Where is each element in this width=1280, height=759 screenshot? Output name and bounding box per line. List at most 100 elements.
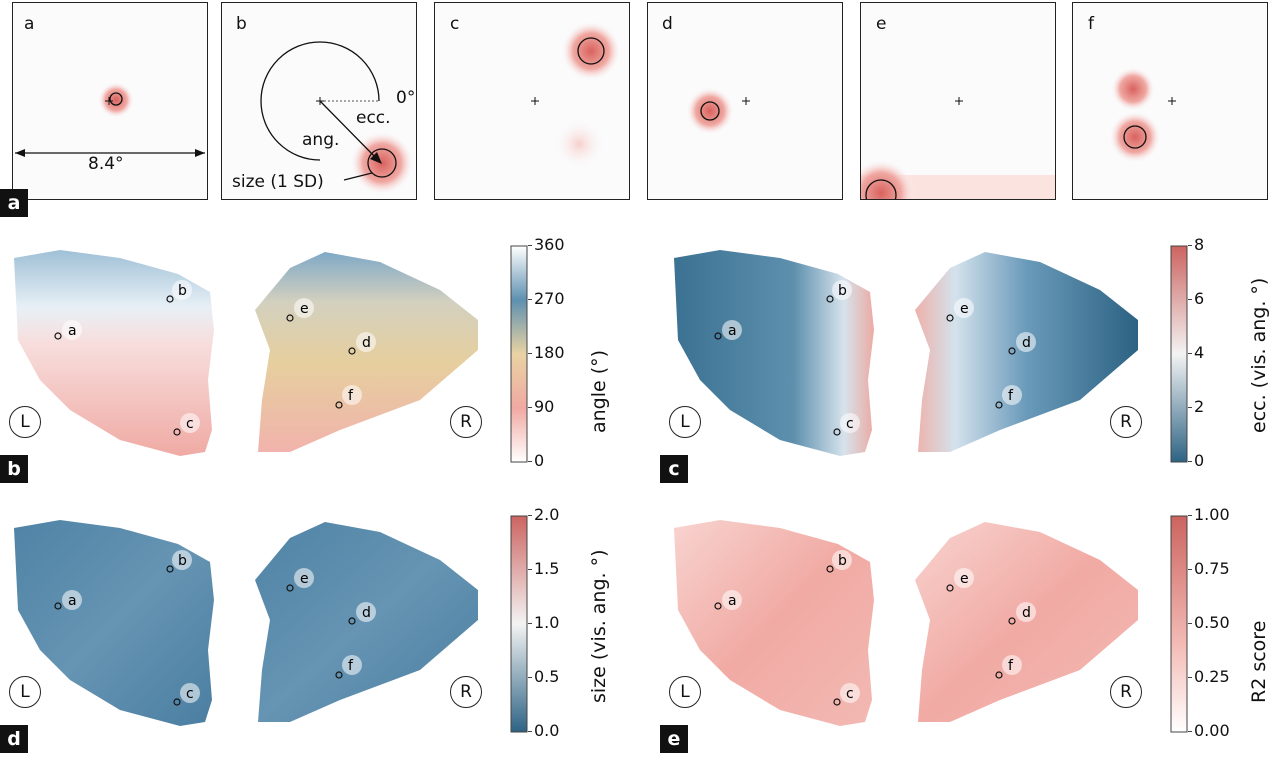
- marker-label-f: f: [348, 658, 354, 674]
- marker-point-c: [833, 428, 841, 436]
- marker-point-e: [286, 584, 294, 592]
- colorbar-title: ecc. (vis. ang. °): [1248, 277, 1270, 433]
- rf-panel-b: [221, 2, 417, 200]
- colorbar-tick: 8: [1194, 235, 1205, 254]
- rf-circle: [367, 148, 397, 178]
- colorbar-c: [1170, 245, 1188, 463]
- marker-point-c: [833, 698, 841, 706]
- panel-label-d: d: [0, 725, 28, 753]
- marker-label-b: b: [178, 553, 187, 569]
- marker-label-c: c: [186, 416, 194, 432]
- marker-point-e: [946, 314, 954, 322]
- colorbar-tick: 0.5: [534, 667, 560, 686]
- right-hemisphere-label: R: [1110, 676, 1142, 708]
- marker-point-d: [348, 347, 356, 355]
- rf-panel-f: [1072, 2, 1268, 200]
- size-label: size (1 SD): [232, 172, 324, 192]
- colorbar-tick: 1.0: [534, 613, 560, 632]
- left-hemisphere-label: L: [669, 406, 701, 438]
- marker-point-f: [335, 401, 343, 409]
- marker-label-e: e: [300, 571, 309, 587]
- marker-label-a: a: [728, 323, 737, 339]
- rf-b-plot: [260, 41, 414, 195]
- rf-circle: [1123, 125, 1147, 149]
- ang-label: ang.: [302, 130, 340, 150]
- rf-circle: [109, 92, 123, 106]
- marker-point-c: [173, 698, 181, 706]
- rf-f-plot: [1109, 67, 1176, 163]
- zero-label: 0°: [396, 88, 416, 108]
- marker-point-b: [826, 565, 834, 573]
- marker-label-c: c: [846, 686, 854, 702]
- rf-label-d: d: [662, 14, 673, 34]
- marker-label-a: a: [728, 593, 737, 609]
- marker-label-b: b: [838, 553, 847, 569]
- panel-label-b: b: [0, 455, 28, 483]
- marker-label-f: f: [1008, 388, 1014, 404]
- colorbar-tick: 0.50: [1194, 613, 1230, 632]
- rf-circle: [577, 37, 605, 65]
- left-hemisphere-label: L: [9, 676, 41, 708]
- colorbar-tick: 0.00: [1194, 721, 1230, 740]
- marker-point-b: [166, 295, 174, 303]
- left-hemisphere-surface: [674, 520, 874, 726]
- colorbar-tick: 360: [534, 235, 565, 254]
- marker-point-c: [173, 428, 181, 436]
- marker-label-d: d: [1022, 605, 1031, 621]
- marker-label-a: a: [68, 323, 77, 339]
- rf-blob: [686, 87, 734, 135]
- marker-point-b: [826, 295, 834, 303]
- rf-panel-a: [12, 2, 208, 200]
- colorbar-e: [1170, 515, 1188, 733]
- colorbar-title: size (vis. ang. °): [588, 549, 610, 703]
- marker-point-d: [1008, 617, 1016, 625]
- colorbar-b: [510, 245, 528, 463]
- rf-a-plot: [15, 82, 205, 157]
- marker-point-d: [1008, 347, 1016, 355]
- colorbar-tick: 0: [534, 451, 545, 470]
- colorbar-tick: 1.00: [1194, 505, 1230, 524]
- left-hemisphere-surface: [674, 250, 874, 456]
- left-hemisphere-label: L: [669, 676, 701, 708]
- rf-e-plot: [861, 97, 1055, 199]
- colorbar-tick: 2.0: [534, 505, 560, 524]
- colorbar-title: R2 score: [1248, 620, 1270, 703]
- scale-label: 8.4°: [88, 154, 124, 174]
- colorbar-tick: 0.25: [1194, 667, 1230, 686]
- marker-label-c: c: [186, 686, 194, 702]
- marker-point-d: [348, 617, 356, 625]
- marker-point-f: [995, 671, 1003, 679]
- brain-map-c: a b c e d f: [674, 250, 1138, 456]
- marker-label-d: d: [362, 605, 371, 621]
- right-hemisphere-label: R: [450, 406, 482, 438]
- colorbar-tick: 90: [534, 397, 555, 416]
- colorbar-tick: 0.0: [534, 721, 560, 740]
- right-hemisphere-label: R: [450, 676, 482, 708]
- rf-blob: [98, 82, 134, 118]
- marker-point-f: [995, 401, 1003, 409]
- rf-circle: [700, 101, 720, 121]
- colorbar-tick: 6: [1194, 289, 1205, 308]
- colorbar-tick: 4: [1194, 343, 1205, 362]
- panel-label-a: a: [0, 189, 28, 217]
- rf-label-f: f: [1088, 14, 1094, 34]
- colorbar-tick: 180: [534, 343, 565, 362]
- right-hemisphere-surface: [255, 252, 478, 452]
- marker-point-a: [714, 602, 722, 610]
- marker-point-a: [54, 332, 62, 340]
- left-hemisphere-surface: [14, 250, 214, 456]
- right-hemisphere-surface: [915, 522, 1138, 722]
- marker-point-f: [335, 671, 343, 679]
- angle-arc: [260, 41, 380, 161]
- left-hemisphere-label: L: [9, 406, 41, 438]
- rf-label-b: b: [236, 14, 247, 34]
- colorbar-tick: 270: [534, 289, 565, 308]
- colorbar-d: [510, 515, 528, 733]
- marker-point-e: [946, 584, 954, 592]
- panel-label-c: c: [660, 455, 688, 483]
- rf-panel-c: [434, 2, 630, 200]
- rf-blob: [861, 159, 915, 199]
- rf-panel-d: [647, 2, 843, 200]
- right-hemisphere-label: R: [1110, 406, 1142, 438]
- right-hemisphere-surface: [255, 522, 478, 722]
